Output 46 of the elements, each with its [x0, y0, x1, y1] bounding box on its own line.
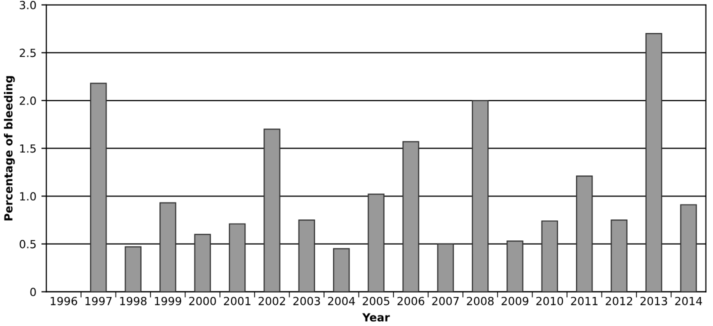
- bar: [264, 128, 280, 292]
- bar: [194, 234, 211, 292]
- bar: [576, 176, 593, 292]
- x-tick-label: 2011: [571, 296, 598, 306]
- bar: [437, 243, 454, 292]
- x-tick-label: 1998: [120, 296, 146, 306]
- bar: [298, 219, 316, 292]
- x-tick-label: 2012: [606, 296, 632, 306]
- x-tick-label: 2005: [362, 296, 390, 306]
- x-tick-label: 1997: [85, 296, 112, 306]
- bar: [228, 223, 246, 292]
- bar: [90, 82, 107, 292]
- x-tick-label: 2004: [328, 296, 355, 306]
- x-tick-label: 1999: [154, 296, 182, 306]
- bar: [610, 219, 628, 292]
- x-tick-label: 2013: [640, 296, 668, 306]
- x-tick-label: 2006: [397, 296, 424, 306]
- x-tick-label: 2014: [675, 296, 702, 306]
- bar: [368, 194, 384, 292]
- x-tick-label: 1996: [50, 296, 78, 306]
- x-tick-label: 2010: [536, 296, 564, 306]
- bar: [541, 220, 558, 292]
- bar: [159, 202, 176, 292]
- bar: [402, 141, 420, 292]
- bar: [333, 248, 350, 292]
- y-axis-title: Percentage of bleeding: [4, 76, 15, 220]
- y-tick-label: 2.0: [20, 96, 36, 105]
- bar: [645, 33, 662, 292]
- y-tick-label: 0: [30, 288, 36, 296]
- y-tick-label: 1.0: [20, 192, 36, 201]
- bar: [506, 240, 524, 292]
- x-tick-label: 2007: [432, 296, 459, 306]
- bar: [472, 100, 489, 292]
- x-tick-label: 2003: [293, 296, 320, 306]
- x-tick-label: 2002: [258, 296, 285, 306]
- bar: [124, 246, 142, 292]
- x-axis-title: Year: [362, 313, 390, 322]
- y-tick-label: 1.5: [20, 144, 36, 153]
- x-tick-label: 2001: [224, 296, 250, 306]
- x-tick-label: 2009: [502, 296, 528, 306]
- x-tick-label: 2008: [466, 296, 494, 306]
- y-tick-label: 0.5: [20, 240, 36, 248]
- y-tick-label: 3.0: [20, 0, 36, 10]
- y-tick-label: 2.5: [20, 48, 36, 58]
- bar: [680, 204, 697, 292]
- x-tick-label: 2000: [189, 296, 216, 306]
